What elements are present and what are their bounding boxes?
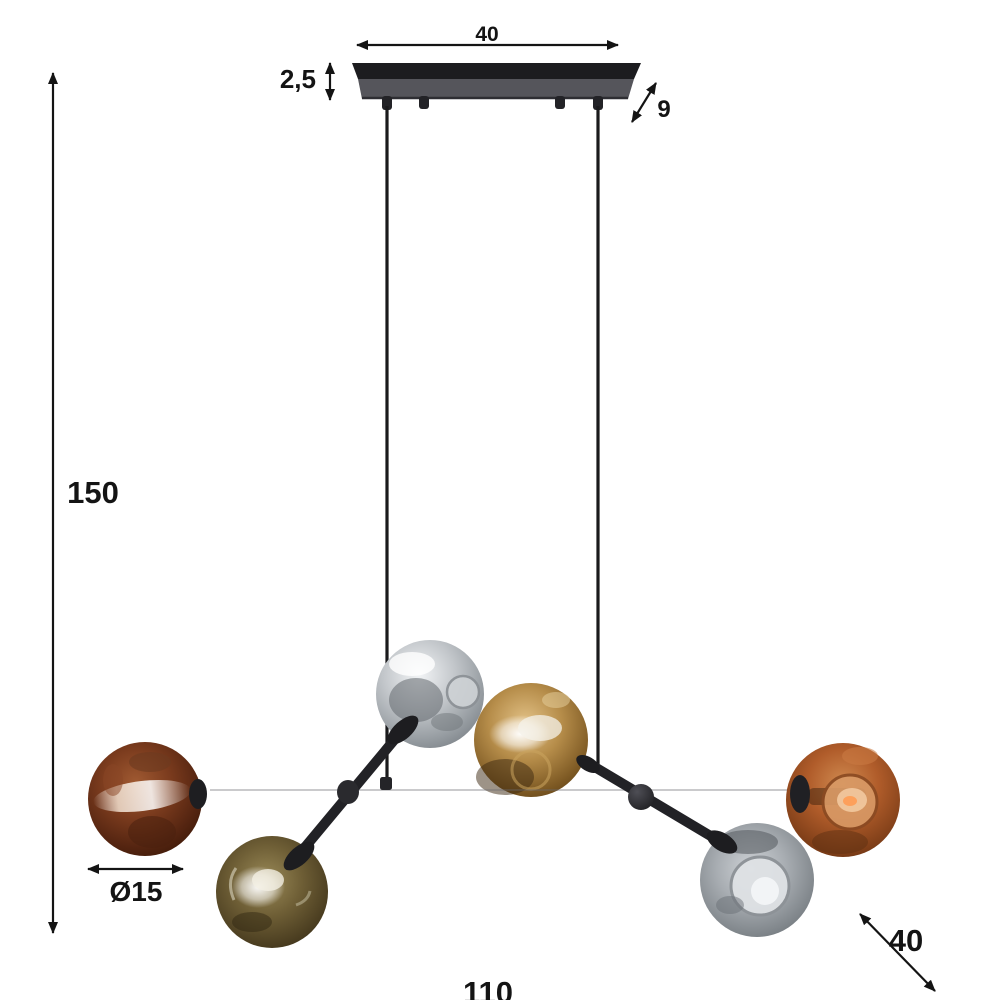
dim-fixture-depth: 40	[889, 923, 923, 958]
ceiling-canopy	[352, 63, 641, 110]
copper-glass-globe-left	[88, 742, 207, 856]
arrow-canopy-depth	[631, 82, 657, 123]
dim-globe-diameter: Ø15	[110, 876, 163, 907]
olive-gold-glass-globe	[216, 836, 328, 948]
chrome-glass-globe-top	[376, 640, 484, 748]
canopy-top-face	[352, 63, 641, 79]
fixture-arms	[291, 722, 729, 863]
dim-canopy-height: 2,5	[280, 64, 316, 94]
smoked-chrome-glass-globe	[700, 823, 814, 937]
socket-left-copper	[189, 779, 207, 809]
socket-smoked-chrome	[706, 830, 738, 854]
gold-glass-globe-center	[474, 683, 588, 797]
canopy-knob	[593, 96, 603, 110]
glass-globes	[88, 640, 900, 948]
pivot-collar	[337, 780, 359, 804]
pivot-ball-joint	[628, 784, 654, 810]
dim-canopy-depth: 9	[657, 96, 670, 123]
socket-olive-globe	[283, 841, 315, 871]
dim-suspension-height: 150	[67, 475, 119, 510]
socket-chrome-top	[387, 715, 419, 745]
canopy-knob	[419, 96, 429, 109]
socket-right-copper	[790, 775, 810, 813]
arm-right-diagonal	[583, 758, 729, 849]
dimension-annotations: 40 2,5 9 150 Ø15 40 110	[48, 23, 936, 1000]
canopy-knob	[382, 96, 392, 110]
dim-fixture-width: 110	[463, 975, 513, 1000]
fixture-frame-bar	[190, 786, 810, 806]
arrow-fixture-depth	[859, 913, 936, 992]
cord-attachment-block	[380, 777, 392, 790]
canopy-front-face	[358, 79, 634, 99]
socket-gold-globe	[576, 755, 600, 773]
copper-glass-globe-right	[786, 743, 900, 857]
canopy-knob	[555, 96, 565, 109]
dim-canopy-width: 40	[475, 23, 498, 46]
